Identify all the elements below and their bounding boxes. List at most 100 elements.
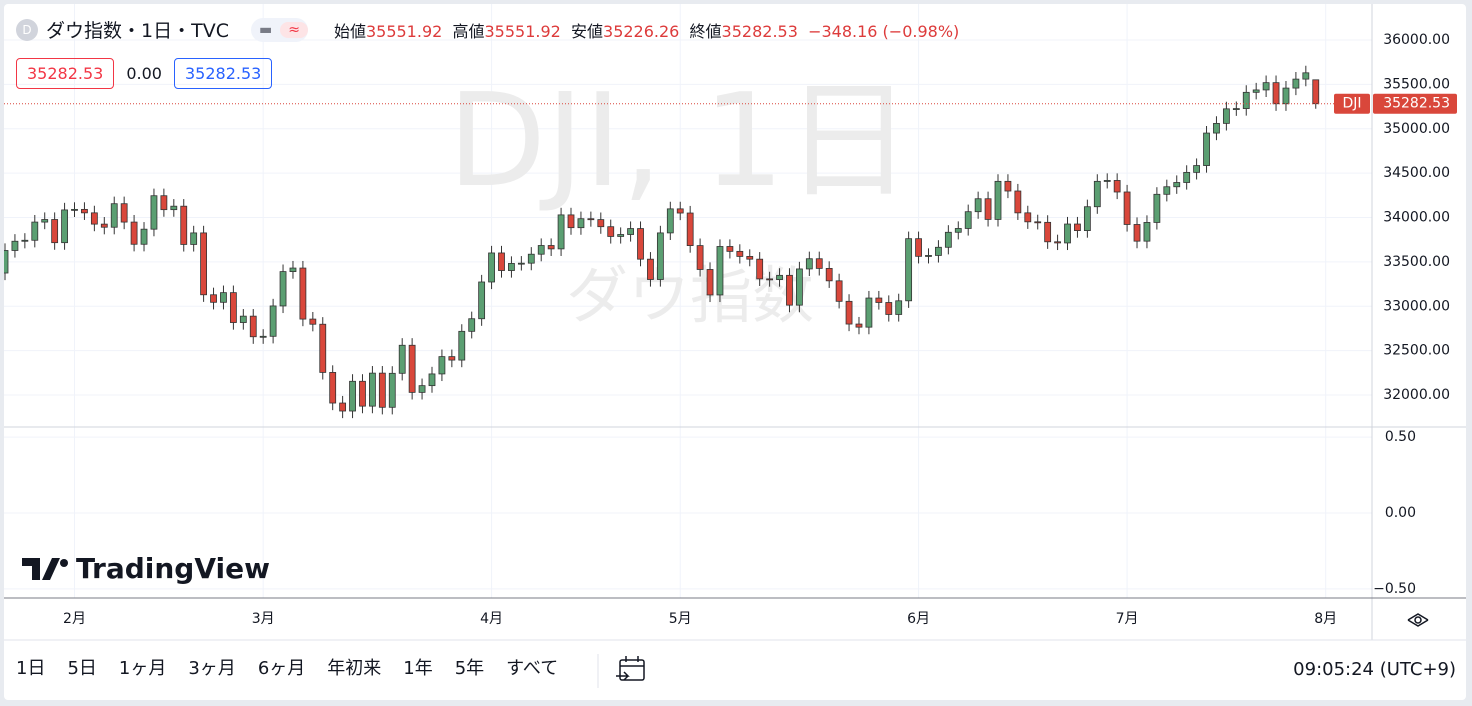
- range-button[interactable]: 1年: [403, 658, 433, 679]
- candle-body: [458, 330, 466, 361]
- candle-body: [706, 269, 714, 296]
- clock: 09:05:24 (UTC+9): [1293, 659, 1456, 680]
- range-button[interactable]: 3ヶ月: [188, 658, 236, 679]
- watermark: DJI, 1日: [448, 67, 913, 216]
- candle-body: [220, 292, 227, 303]
- y-tick-label: 33000.00: [1383, 298, 1450, 314]
- candle-body: [537, 245, 545, 255]
- candle-body: [925, 255, 932, 257]
- range-button[interactable]: 1日: [16, 658, 46, 679]
- y-tick-label: 33500.00: [1383, 254, 1450, 270]
- candle-body: [686, 212, 694, 246]
- range-button[interactable]: 1ヶ月: [118, 658, 167, 679]
- candle-body: [4, 250, 9, 274]
- candle-body: [567, 214, 575, 229]
- candle-body: [517, 262, 525, 265]
- candle-body: [448, 356, 456, 361]
- candle-body: [81, 208, 88, 214]
- candle-body: [557, 214, 565, 250]
- candle-body: [587, 218, 595, 221]
- ask-box[interactable]: 35282.53: [173, 58, 273, 89]
- candle-body: [855, 323, 863, 328]
- status-pill[interactable]: ▬ ≈: [250, 17, 308, 42]
- range-button[interactable]: 年初来: [327, 658, 382, 679]
- legend: 35282.53 0.00 35282.53: [16, 58, 284, 89]
- candle-body: [1044, 221, 1052, 243]
- bid-box[interactable]: 35282.53: [16, 58, 115, 89]
- candle-body: [110, 203, 118, 228]
- logo-icon: [22, 557, 68, 580]
- candle-body: [11, 240, 19, 251]
- candle-body: [349, 380, 356, 412]
- candle-body: [468, 318, 476, 332]
- candle-body: [90, 212, 98, 225]
- candle-body: [895, 300, 903, 315]
- symbol-icon: D: [16, 18, 38, 41]
- candle-body: [1222, 108, 1230, 124]
- candle-body: [41, 219, 49, 223]
- range-toolbar: 1日 5日 1ヶ月 3ヶ月 6ヶ月 年初来 1年 5年 すべて: [16, 654, 580, 680]
- candle-body: [100, 223, 108, 228]
- candle-body: [210, 294, 217, 303]
- candle-body: [339, 402, 347, 412]
- candle-body: [1262, 82, 1270, 91]
- candle-body: [229, 292, 237, 323]
- x-tick-label: 7月: [1116, 611, 1139, 627]
- candle-body: [944, 231, 952, 248]
- high-label: 高値: [452, 21, 485, 41]
- app: DJI, 1日 ダウ指数 32000.00 32500.00 33000.00 335…: [4, 4, 1466, 700]
- low-value: 35226.26: [603, 21, 680, 41]
- candle-body: [1133, 224, 1141, 242]
- candle-body: [815, 258, 823, 269]
- y-tick-label: 32000.00: [1383, 387, 1450, 403]
- candle-body: [1153, 193, 1161, 223]
- candle-body: [180, 205, 188, 245]
- candle-body: [875, 297, 883, 303]
- candle-body: [1103, 180, 1111, 182]
- y-tick-label: 34000.00: [1383, 210, 1450, 226]
- y-tick-label: 35500.00: [1383, 76, 1450, 92]
- candle-body: [617, 234, 625, 237]
- settings-icon[interactable]: [1407, 613, 1429, 627]
- candle-body: [488, 252, 495, 283]
- candle-body: [1024, 212, 1032, 223]
- pane2-tick-label: −0.50: [1373, 581, 1416, 597]
- logo: TradingView: [22, 552, 270, 585]
- open-label: 始値: [333, 21, 366, 41]
- candle-body: [577, 218, 585, 229]
- candle-body: [1213, 122, 1220, 134]
- candle-body: [676, 208, 684, 214]
- candle-body: [279, 271, 287, 307]
- range-button[interactable]: 6ヶ月: [257, 658, 306, 679]
- candle-body: [1242, 91, 1250, 109]
- range-button[interactable]: すべて: [506, 658, 559, 679]
- symbol-tag: [1334, 93, 1370, 114]
- candle-body: [1054, 241, 1061, 244]
- candle-body: [1064, 223, 1071, 244]
- range-button[interactable]: 5年: [454, 658, 485, 679]
- candle-body: [885, 302, 893, 315]
- candle-body: [428, 373, 436, 387]
- candle-body: [239, 315, 247, 323]
- candle-body: [964, 211, 972, 229]
- candle-body: [259, 335, 267, 338]
- candle-body: [190, 232, 198, 245]
- candle-body: [1004, 180, 1012, 192]
- x-tick-label: 6月: [907, 611, 930, 627]
- candle-body: [388, 372, 396, 408]
- candle-body: [746, 256, 754, 260]
- candle-body: [954, 228, 962, 233]
- range-button[interactable]: 5日: [67, 658, 97, 679]
- candle-body: [1074, 223, 1081, 231]
- symbol-tag-text: DJI: [1342, 96, 1361, 112]
- candle-body: [1312, 79, 1320, 105]
- candle-body: [915, 238, 922, 257]
- candle-body: [597, 219, 605, 228]
- candle-body: [478, 281, 486, 320]
- y-tick-label: 34500.00: [1383, 165, 1450, 181]
- candle-body: [1143, 222, 1151, 242]
- change: −348.16: [808, 21, 878, 41]
- candle-body: [1123, 191, 1131, 225]
- calendar-icon[interactable]: [616, 656, 645, 681]
- candle-body: [498, 252, 505, 271]
